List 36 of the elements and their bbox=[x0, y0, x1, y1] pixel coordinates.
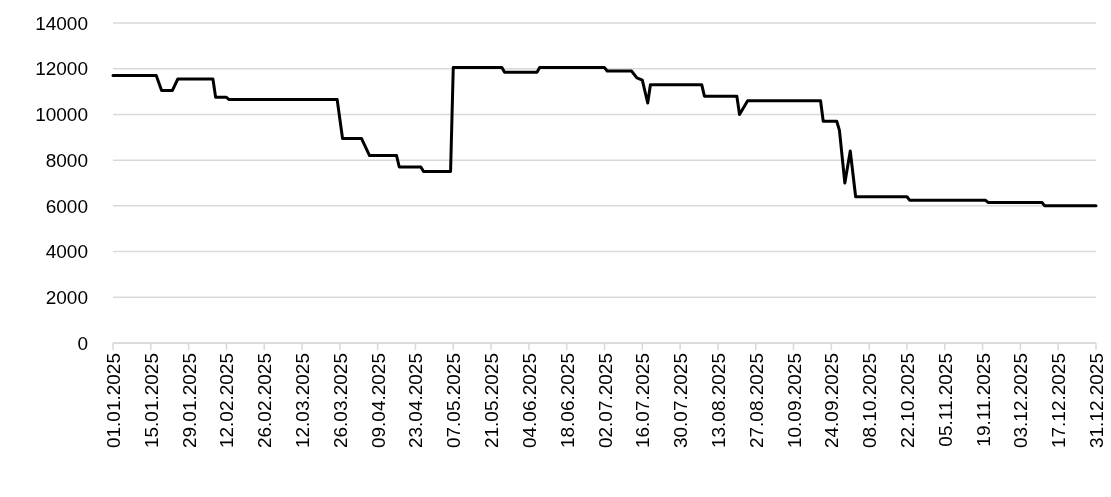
x-tick-label: 22.10.2025 bbox=[896, 353, 918, 449]
x-tick-label: 07.05.2025 bbox=[443, 353, 465, 449]
x-tick-label: 27.08.2025 bbox=[745, 353, 767, 449]
y-tick-label: 0 bbox=[77, 332, 88, 354]
x-tick-label: 13.08.2025 bbox=[707, 353, 729, 449]
line-series bbox=[111, 66, 1098, 208]
y-tick-label: 10000 bbox=[35, 104, 88, 126]
x-tick-label: 02.07.2025 bbox=[594, 353, 616, 449]
x-tick-label: 21.05.2025 bbox=[481, 353, 503, 449]
x-tick-label: 05.11.2025 bbox=[934, 353, 956, 447]
x-tick-label: 12.02.2025 bbox=[216, 353, 238, 449]
y-tick-label: 14000 bbox=[35, 12, 88, 34]
x-tick-label: 15.01.2025 bbox=[140, 353, 162, 449]
y-tick-label: 12000 bbox=[35, 58, 88, 80]
x-tick-label: 12.03.2025 bbox=[292, 353, 314, 449]
x-tick-label: 08.10.2025 bbox=[859, 353, 881, 449]
x-tick-label: 01.01.2025 bbox=[103, 353, 124, 449]
x-tick-label: 31.12.2025 bbox=[1086, 353, 1107, 449]
x-tick-label: 16.07.2025 bbox=[632, 353, 654, 449]
y-tick-label: 4000 bbox=[45, 241, 88, 263]
x-tick-label: 04.06.2025 bbox=[518, 353, 540, 449]
x-tick-label: 23.04.2025 bbox=[405, 353, 427, 449]
x-tick-label: 03.12.2025 bbox=[1010, 353, 1032, 449]
x-tick-label: 09.04.2025 bbox=[367, 353, 389, 449]
y-tick-label: 6000 bbox=[45, 195, 88, 217]
x-tick-label: 29.01.2025 bbox=[178, 353, 200, 449]
x-tick-label: 19.11.2025 bbox=[972, 353, 994, 447]
x-tick-label: 10.09.2025 bbox=[783, 353, 805, 449]
y-tick-label: 2000 bbox=[45, 286, 88, 308]
x-tick-label: 26.03.2025 bbox=[329, 353, 351, 449]
y-tick-label: 8000 bbox=[45, 149, 88, 171]
x-tick-label: 26.02.2025 bbox=[254, 353, 276, 449]
x-tick-label: 18.06.2025 bbox=[556, 353, 578, 449]
x-tick-label: 17.12.2025 bbox=[1048, 353, 1070, 449]
x-tick-label: 24.09.2025 bbox=[821, 353, 843, 449]
x-tick-label: 30.07.2025 bbox=[670, 353, 692, 449]
